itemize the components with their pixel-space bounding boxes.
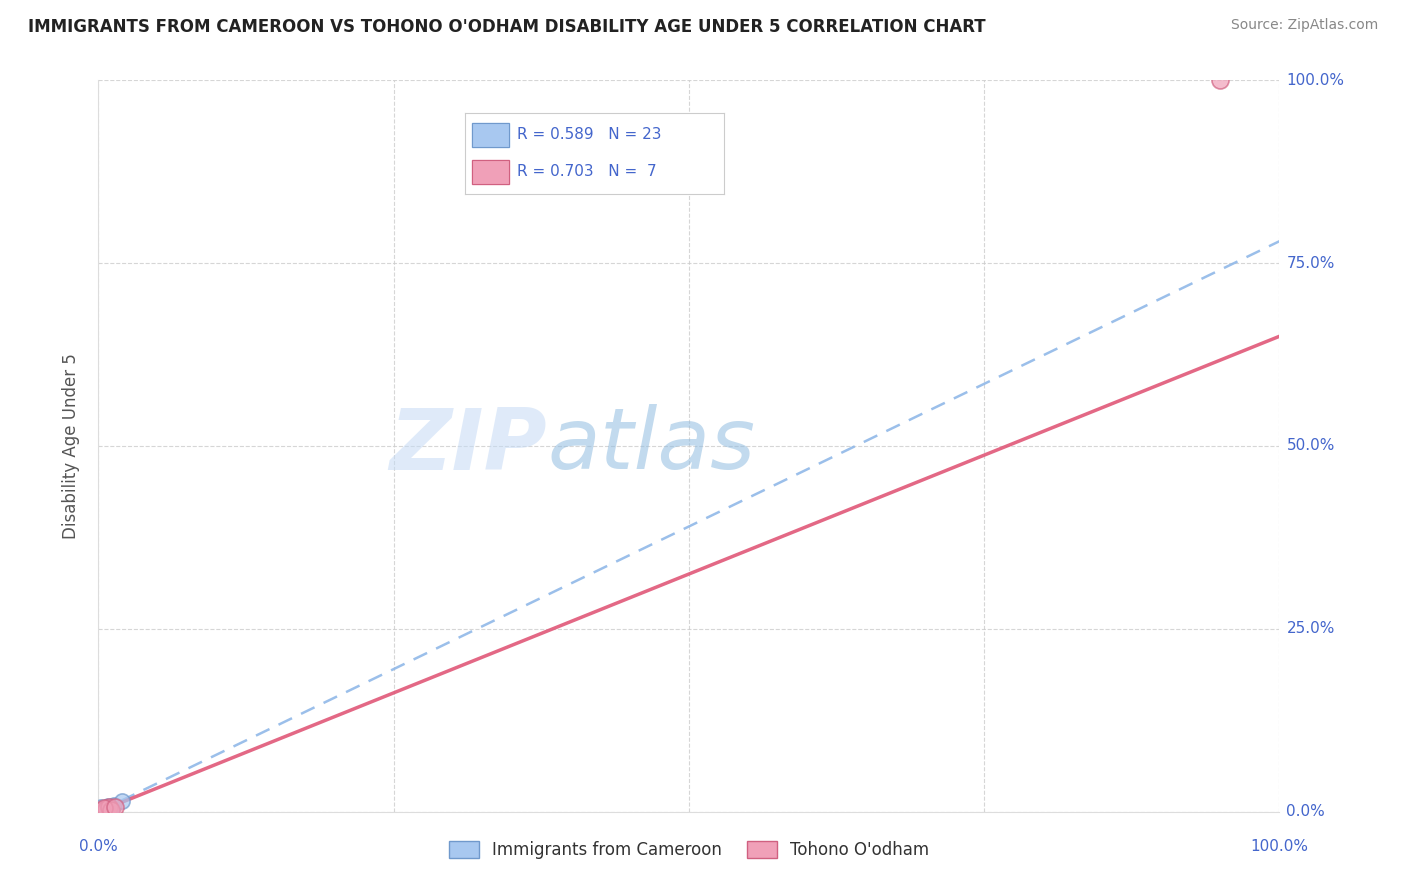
Point (98, 802, 121, 816)
Point (98, 801, 121, 815)
Point (100, 803, 122, 817)
Point (90, 800, 112, 814)
Point (104, 799, 127, 814)
Point (1209, 73, 1232, 87)
Point (101, 798, 124, 813)
Y-axis label: Disability Age Under 5: Disability Age Under 5 (62, 353, 80, 539)
Point (94, 803, 117, 817)
Point (94, 802, 117, 816)
Text: Source: ZipAtlas.com: Source: ZipAtlas.com (1230, 18, 1378, 32)
Point (100, 799, 122, 814)
Point (97, 799, 120, 814)
Text: 0.0%: 0.0% (1286, 805, 1324, 819)
Point (98, 800, 121, 814)
Legend: Immigrants from Cameroon, Tohono O'odham: Immigrants from Cameroon, Tohono O'odham (441, 834, 936, 865)
Text: 100.0%: 100.0% (1286, 73, 1344, 87)
Text: atlas: atlas (547, 404, 755, 488)
Text: 75.0%: 75.0% (1286, 256, 1334, 270)
Point (93, 803, 115, 817)
Point (93, 801, 115, 815)
Point (90, 803, 112, 817)
Text: IMMIGRANTS FROM CAMEROON VS TOHONO O'ODHAM DISABILITY AGE UNDER 5 CORRELATION CH: IMMIGRANTS FROM CAMEROON VS TOHONO O'ODH… (28, 18, 986, 36)
Point (103, 798, 125, 813)
Point (98, 801, 121, 815)
Point (96, 799, 118, 814)
Point (91, 803, 114, 817)
Point (91, 803, 114, 817)
Point (91, 802, 114, 816)
Text: 100.0%: 100.0% (1250, 839, 1309, 855)
Text: 50.0%: 50.0% (1286, 439, 1334, 453)
Point (91, 803, 114, 817)
Text: ZIP: ZIP (389, 404, 547, 488)
Point (96, 800, 118, 814)
Point (97, 798, 120, 813)
Point (91, 801, 114, 815)
Point (98, 800, 121, 814)
Point (93, 802, 115, 816)
Point (94, 802, 117, 816)
Point (94, 801, 117, 815)
Point (111, 794, 134, 808)
Text: 0.0%: 0.0% (79, 839, 118, 855)
Text: 25.0%: 25.0% (1286, 622, 1334, 636)
